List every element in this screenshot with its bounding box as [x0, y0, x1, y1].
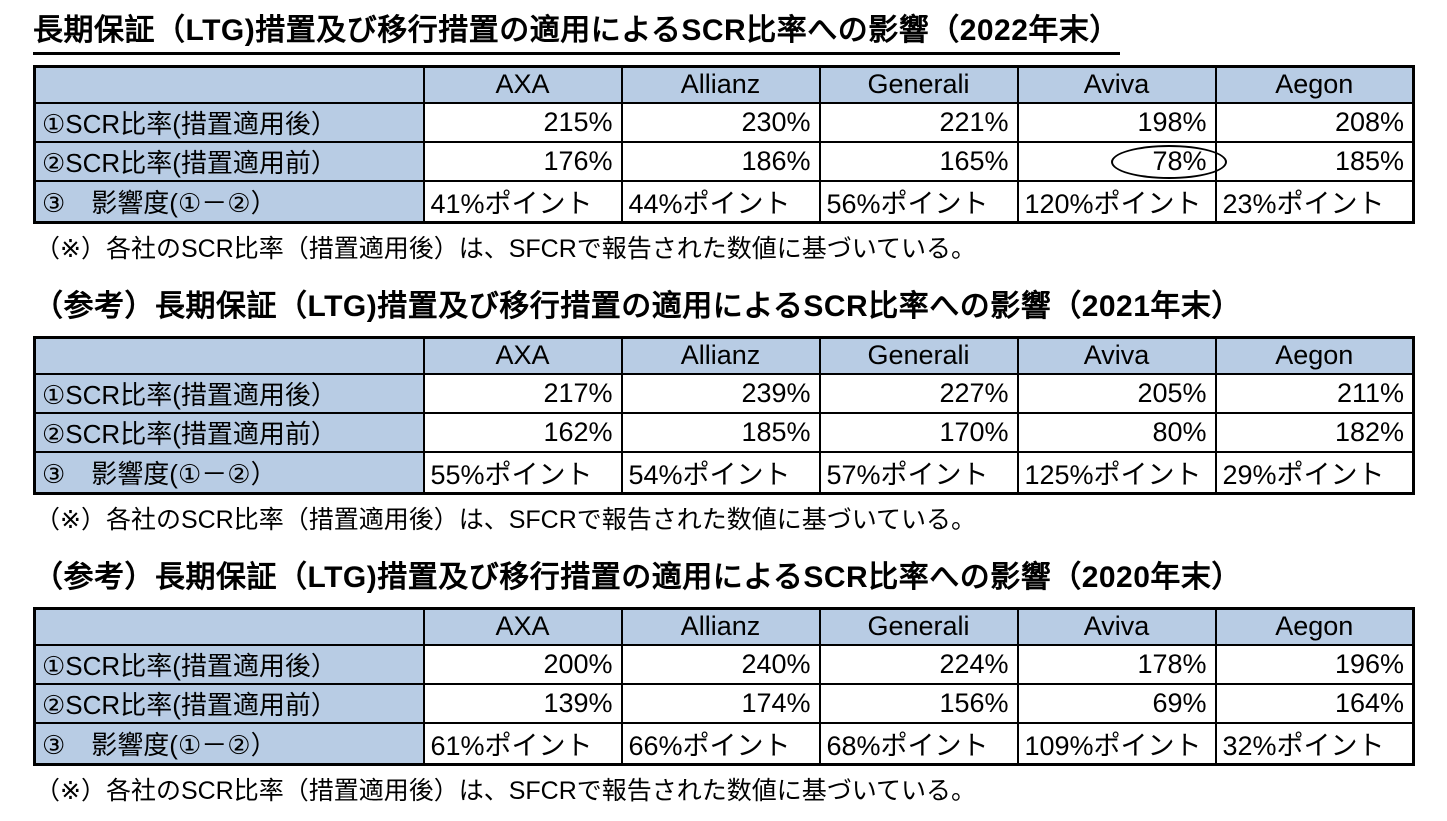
value-cell: 32%ポイント — [1214, 722, 1415, 766]
value-cell: 44%ポイント — [620, 180, 821, 224]
value-cell: 240% — [620, 644, 821, 685]
value-cell: 178% — [1016, 644, 1217, 685]
value-cell: 164% — [1214, 683, 1415, 724]
table-row-scr-after: ①SCR比率(措置適用後） 217% 239% 227% 205% 211% — [33, 373, 1415, 414]
header-cell-allianz: Allianz — [620, 336, 821, 375]
value-cell: 217% — [422, 373, 623, 414]
page-title-2020: （参考）長期保証（LTG)措置及び移行措置の適用によるSCR比率への影響（202… — [33, 561, 1242, 594]
scr-table-2022: AXA Allianz Generali Aviva Aegon ①SCR比率(… — [33, 64, 1415, 224]
header-cell-generali: Generali — [818, 607, 1019, 646]
header-cell-empty — [33, 607, 425, 646]
value-cell: 174% — [620, 683, 821, 724]
value-cell: 176% — [422, 141, 623, 182]
header-cell-aviva: Aviva — [1016, 65, 1217, 104]
value-cell: 125%ポイント — [1016, 451, 1217, 495]
value-cell: 41%ポイント — [422, 180, 623, 224]
value-cell: 66%ポイント — [620, 722, 821, 766]
table-header-row: AXA Allianz Generali Aviva Aegon — [33, 336, 1415, 375]
value-cell: 54%ポイント — [620, 451, 821, 495]
value-cell: 61%ポイント — [422, 722, 623, 766]
value-cell: 205% — [1016, 373, 1217, 414]
table-row-scr-before: ②SCR比率(措置適用前） 139% 174% 156% 69% 164% — [33, 683, 1415, 724]
table-section-2020: （参考）長期保証（LTG)措置及び移行措置の適用によるSCR比率への影響（202… — [33, 559, 1415, 806]
header-cell-allianz: Allianz — [620, 65, 821, 104]
scr-table-2020: AXA Allianz Generali Aviva Aegon ①SCR比率(… — [33, 606, 1415, 766]
table-header-row: AXA Allianz Generali Aviva Aegon — [33, 607, 1415, 646]
header-cell-aegon: Aegon — [1214, 607, 1415, 646]
table-row-impact: ③ 影響度(①－②） 41%ポイント 44%ポイント 56%ポイント 120%ポ… — [33, 180, 1415, 224]
value-cell: 211% — [1214, 373, 1415, 414]
value-cell: 170% — [818, 412, 1019, 453]
table-row-scr-after: ①SCR比率(措置適用後） 215% 230% 221% 198% 208% — [33, 102, 1415, 143]
header-cell-axa: AXA — [422, 65, 623, 104]
header-cell-aviva: Aviva — [1016, 336, 1217, 375]
table-header-row: AXA Allianz Generali Aviva Aegon — [33, 65, 1415, 104]
value-cell: 23%ポイント — [1214, 180, 1415, 224]
value-cell: 139% — [422, 683, 623, 724]
value-cell: 185% — [620, 412, 821, 453]
table-row-impact: ③ 影響度(①－②） 55%ポイント 54%ポイント 57%ポイント 125%ポ… — [33, 451, 1415, 495]
footnote-2022: （※）各社のSCR比率（措置適用後）は、SFCRで報告された数値に基づいている。 — [35, 235, 977, 263]
page-title-2022: 長期保証（LTG)措置及び移行措置の適用によるSCR比率への影響（2022年末） — [33, 12, 1120, 55]
header-cell-allianz: Allianz — [620, 607, 821, 646]
header-cell-aegon: Aegon — [1214, 336, 1415, 375]
value-cell: 165% — [818, 141, 1019, 182]
circled-value: 78% — [1152, 146, 1207, 176]
table-row-scr-before: ②SCR比率(措置適用前） 162% 185% 170% 80% 182% — [33, 412, 1415, 453]
header-cell-axa: AXA — [422, 607, 623, 646]
value-cell: 156% — [818, 683, 1019, 724]
value-cell: 239% — [620, 373, 821, 414]
header-cell-aegon: Aegon — [1214, 65, 1415, 104]
value-cell: 208% — [1214, 102, 1415, 143]
table-row-impact: ③ 影響度(①－②） 61%ポイント 66%ポイント 68%ポイント 109%ポ… — [33, 722, 1415, 766]
scr-table-2021: AXA Allianz Generali Aviva Aegon ①SCR比率(… — [33, 335, 1415, 495]
value-cell: 185% — [1214, 141, 1415, 182]
value-cell: 221% — [818, 102, 1019, 143]
header-cell-empty — [33, 65, 425, 104]
row-label: ①SCR比率(措置適用後） — [33, 644, 425, 685]
header-cell-generali: Generali — [818, 65, 1019, 104]
footnote-2020: （※）各社のSCR比率（措置適用後）は、SFCRで報告された数値に基づいている。 — [35, 777, 977, 805]
value-cell: 56%ポイント — [818, 180, 1019, 224]
row-label: ②SCR比率(措置適用前） — [33, 412, 425, 453]
table-row-scr-before: ②SCR比率(措置適用前） 176% 186% 165% 78% 185% — [33, 141, 1415, 182]
page-title-2021: （参考）長期保証（LTG)措置及び移行措置の適用によるSCR比率への影響（202… — [33, 290, 1242, 323]
value-cell: 230% — [620, 102, 821, 143]
value-cell: 57%ポイント — [818, 451, 1019, 495]
value-cell: 109%ポイント — [1016, 722, 1217, 766]
table-section-2021: （参考）長期保証（LTG)措置及び移行措置の適用によるSCR比率への影響（202… — [33, 288, 1415, 535]
value-cell: 68%ポイント — [818, 722, 1019, 766]
value-cell: 55%ポイント — [422, 451, 623, 495]
table-row-scr-after: ①SCR比率(措置適用後） 200% 240% 224% 178% 196% — [33, 644, 1415, 685]
value-cell: 186% — [620, 141, 821, 182]
value-cell: 120%ポイント — [1016, 180, 1217, 224]
value-cell: 29%ポイント — [1214, 451, 1415, 495]
row-label: ③ 影響度(①－②） — [33, 180, 425, 224]
row-label: ②SCR比率(措置適用前） — [33, 141, 425, 182]
footnote-2021: （※）各社のSCR比率（措置適用後）は、SFCRで報告された数値に基づいている。 — [35, 506, 977, 534]
value-cell: 196% — [1214, 644, 1415, 685]
row-label: ②SCR比率(措置適用前） — [33, 683, 425, 724]
header-cell-empty — [33, 336, 425, 375]
row-label: ③ 影響度(①－②） — [33, 451, 425, 495]
value-cell-circled: 78% — [1016, 141, 1227, 182]
header-cell-generali: Generali — [818, 336, 1019, 375]
value-cell: 200% — [422, 644, 623, 685]
row-label: ①SCR比率(措置適用後） — [33, 102, 425, 143]
value-cell: 80% — [1016, 412, 1217, 453]
value-cell: 224% — [818, 644, 1019, 685]
table-section-2022: 長期保証（LTG)措置及び移行措置の適用によるSCR比率への影響（2022年末）… — [33, 12, 1415, 264]
value-cell: 69% — [1016, 683, 1217, 724]
value-cell: 182% — [1214, 412, 1415, 453]
value-cell: 198% — [1016, 102, 1217, 143]
row-label: ①SCR比率(措置適用後） — [33, 373, 425, 414]
header-cell-axa: AXA — [422, 336, 623, 375]
value-cell: 162% — [422, 412, 623, 453]
row-label: ③ 影響度(①－②） — [33, 722, 425, 766]
value-cell: 215% — [422, 102, 623, 143]
header-cell-aviva: Aviva — [1016, 607, 1217, 646]
value-cell: 227% — [818, 373, 1019, 414]
